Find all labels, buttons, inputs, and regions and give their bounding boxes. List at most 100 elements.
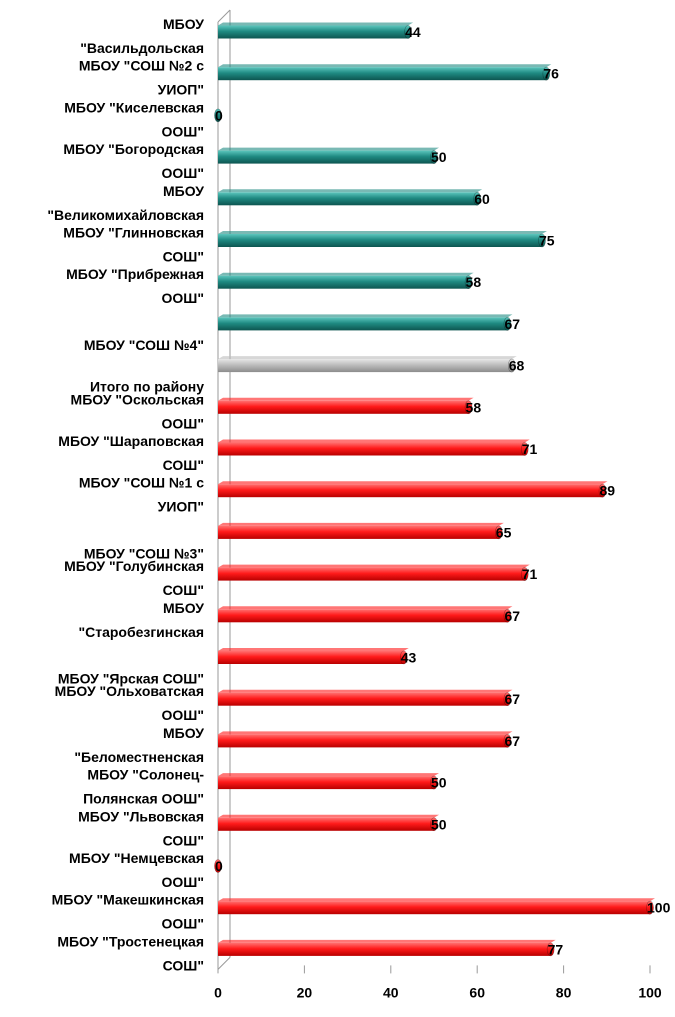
category-label: МБОУ "Киселевская ООШ"	[64, 99, 204, 139]
category-label: МБОУ "Великомихайловская	[47, 183, 204, 223]
category-label: МБОУ "Оскольская ООШ"	[71, 391, 204, 431]
category-label: МБОУ "Ярская СОШ"	[58, 671, 204, 687]
data-label: 0	[215, 858, 223, 874]
category-label: МБОУ "Беломестненская	[74, 725, 204, 765]
bar-end-cap	[430, 817, 438, 832]
bar-end-cap	[494, 525, 503, 540]
bar	[218, 942, 551, 956]
data-label: 43	[401, 650, 417, 666]
x-tick-label: 100	[638, 984, 662, 1000]
bar	[218, 776, 434, 790]
bar-top	[218, 147, 439, 151]
data-label: 71	[522, 566, 538, 582]
category-label: МБОУ "Старобезгинская	[78, 600, 204, 640]
category-label: МБОУ "СОШ №1 с УИОП"	[79, 475, 204, 515]
data-label: 58	[466, 274, 482, 290]
data-label: 67	[504, 608, 520, 624]
data-label: 89	[599, 483, 615, 499]
category-label: Итого по району	[90, 379, 204, 395]
category-label: МБОУ "СОШ №3"	[84, 545, 204, 561]
data-label: 0	[215, 107, 223, 123]
bar-top	[218, 272, 474, 276]
bar-end-cap	[546, 942, 555, 957]
category-label: МБОУ "Богородская ООШ"	[63, 141, 204, 181]
data-label: 75	[539, 233, 555, 249]
category-label: МБОУ "Немцевская ООШ"	[69, 850, 204, 890]
bar	[218, 234, 542, 247]
category-label: МБОУ "СОШ №2 с УИОП"	[79, 58, 204, 98]
category-label: МБОУ "Солонец-Полянская ООШ"	[83, 767, 204, 807]
x-tick-label: 60	[469, 984, 485, 1000]
bar	[218, 901, 650, 915]
bar-end-cap	[598, 483, 607, 498]
data-label: 67	[504, 691, 520, 707]
bar-top	[218, 689, 513, 693]
data-label: 65	[496, 524, 512, 540]
bar-end-cap	[503, 317, 512, 331]
bar	[218, 192, 478, 206]
data-label: 58	[466, 399, 482, 415]
axis-depth-top	[217, 9, 231, 23]
bar	[218, 400, 469, 414]
bar-end-cap	[430, 150, 438, 164]
x-tick-label: 20	[297, 984, 313, 1000]
bar	[218, 651, 404, 664]
bar	[218, 359, 512, 373]
axis-depth-bottom	[217, 957, 231, 970]
data-label: 71	[522, 441, 538, 457]
bar-top	[218, 481, 608, 485]
category-label: МБОУ "Львовская СОШ"	[78, 808, 204, 848]
bar	[218, 275, 469, 289]
bar	[218, 67, 547, 81]
bar-top	[218, 64, 552, 68]
bar-end-cap	[464, 275, 473, 290]
bar-end-cap	[214, 108, 222, 123]
bar-top	[218, 814, 439, 818]
category-label: МБОУ "Макешкинская ООШ"	[52, 892, 204, 932]
bar-top	[218, 314, 513, 318]
bar-end-cap	[214, 859, 222, 873]
data-label: 76	[543, 66, 559, 82]
category-label: МБОУ "Тростенецкая СОШ"	[57, 933, 204, 973]
category-label: МБОУ "Ольховатская ООШ"	[55, 683, 204, 723]
category-label: МБОУ "Голубинская СОШ"	[64, 558, 204, 598]
bar	[218, 442, 525, 456]
bar-top	[218, 773, 439, 777]
x-tick-label: 80	[556, 984, 572, 1000]
data-label: 60	[474, 191, 490, 207]
bar-end-cap	[538, 233, 546, 248]
data-label: 100	[647, 900, 671, 916]
data-label: 44	[405, 24, 421, 40]
bar-top	[218, 356, 517, 360]
bar-top	[218, 939, 556, 943]
bar-top	[218, 189, 483, 193]
bar-end-cap	[404, 25, 412, 39]
x-tick-label: 40	[383, 984, 399, 1000]
labels: 0 20 40 60 80 100 44 МБОУ "Васильдольская 76 МБОУ …	[47, 16, 670, 1000]
bar-end-cap	[464, 400, 473, 415]
bar-top	[218, 22, 414, 26]
category-label: МБОУ "Шараповская СОШ"	[58, 433, 204, 473]
bar-end-cap	[542, 66, 551, 81]
bar	[218, 692, 508, 706]
bar	[218, 567, 525, 581]
x-tick-label: 0	[214, 984, 222, 1000]
bar	[218, 317, 508, 331]
bar-end-cap	[507, 358, 516, 373]
bar-end-cap	[430, 775, 438, 790]
bar	[218, 150, 434, 164]
bar-top	[218, 231, 547, 234]
bar-end-cap	[503, 692, 512, 707]
category-label: МБОУ "Васильдольская	[80, 16, 204, 56]
data-label: 77	[548, 941, 564, 957]
bar-top	[218, 522, 504, 526]
bar-end-cap	[520, 567, 529, 581]
bar-top	[218, 439, 530, 443]
bar-end-cap	[646, 900, 654, 915]
data-label: 67	[504, 733, 520, 749]
bar-top	[218, 397, 474, 401]
bar	[218, 609, 508, 623]
category-label: МБОУ "СОШ №4"	[84, 337, 204, 353]
data-label: 50	[431, 149, 447, 165]
bar-end-cap	[520, 442, 529, 456]
